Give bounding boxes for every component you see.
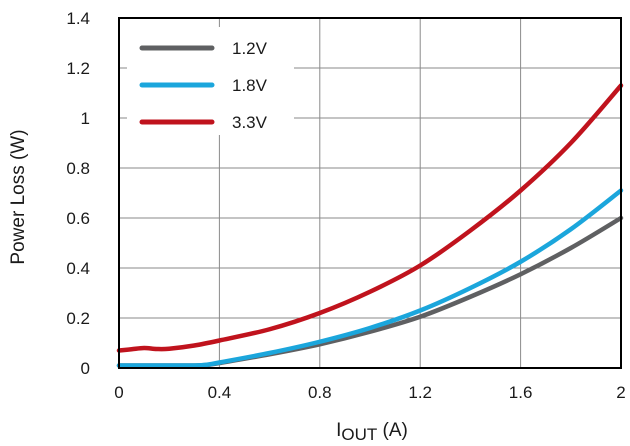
legend: 1.2V 1.8V 3.3V <box>127 27 294 135</box>
y-tick-label: 0.2 <box>66 309 90 328</box>
y-tick-label: 1.4 <box>66 9 90 28</box>
x-tick-label: 1.2 <box>408 383 432 402</box>
y-tick-labels: 0 0.2 0.4 0.6 0.8 1 1.2 1.4 <box>66 9 90 378</box>
x-axis-label-unit: (A) <box>377 420 408 441</box>
x-tick-label: 2 <box>616 383 625 402</box>
legend-label: 1.2V <box>232 39 268 58</box>
x-tick-label: 1.6 <box>509 383 533 402</box>
y-tick-label: 0 <box>81 359 90 378</box>
x-axis-label: IOUT (A) <box>336 420 408 444</box>
y-tick-label: 1 <box>81 109 90 128</box>
y-axis-label: Power Loss (W) <box>8 129 29 264</box>
x-tick-label: 0.4 <box>208 383 232 402</box>
y-tick-label: 0.4 <box>66 259 90 278</box>
y-tick-label: 1.2 <box>66 59 90 78</box>
legend-background <box>127 27 294 135</box>
y-tick-label: 0.6 <box>66 209 90 228</box>
x-axis-label-subscript: OUT <box>341 425 377 444</box>
x-tick-label: 0.8 <box>308 383 332 402</box>
legend-label: 1.8V <box>232 76 268 95</box>
x-tick-labels: 0 0.4 0.8 1.2 1.6 2 <box>114 383 625 402</box>
x-tick-label: 0 <box>114 383 123 402</box>
y-tick-label: 0.8 <box>66 159 90 178</box>
legend-label: 3.3V <box>232 113 268 132</box>
series-line-1-8v <box>119 191 621 366</box>
